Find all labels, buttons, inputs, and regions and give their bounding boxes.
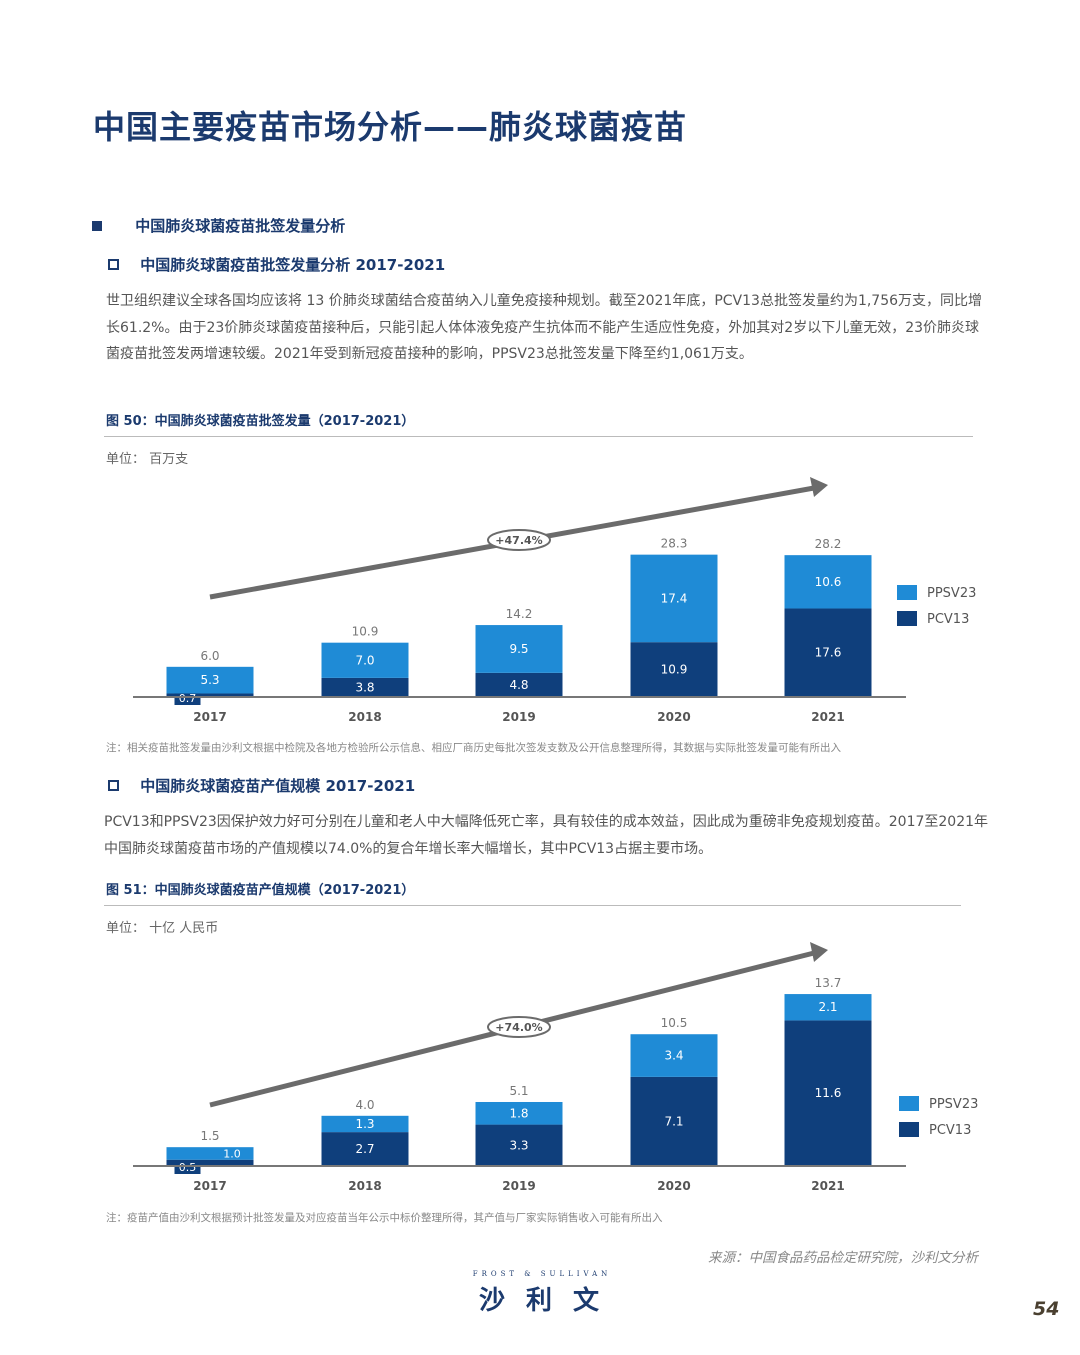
bar-ppsv23-2021 xyxy=(784,994,872,1021)
bar-ppsv23-2019 xyxy=(475,625,563,673)
growth-label-badge xyxy=(487,529,551,551)
x-tick-label: 2017 xyxy=(193,1179,226,1193)
bar-value-ppsv23: 3.4 xyxy=(664,1049,683,1063)
divider xyxy=(104,905,961,906)
bar-pcv13-2018 xyxy=(321,677,409,697)
growth-arrow-head-icon xyxy=(810,942,828,962)
bar-value-ppsv23: 2.1 xyxy=(818,1000,837,1014)
bar-total-label: 13.7 xyxy=(815,976,842,990)
legend-swatch-ppsv23 xyxy=(897,585,917,600)
bar-ppsv23-2018 xyxy=(321,1115,409,1133)
bar-total-label: 1.5 xyxy=(200,1129,219,1143)
bar-value-ppsv23: 1.3 xyxy=(355,1117,374,1131)
bullet-open-square-icon xyxy=(108,259,119,270)
subsection-heading-1: 中国肺炎球菌疫苗批签发量分析 2017-2021 xyxy=(108,254,445,275)
bullet-square-icon xyxy=(92,221,102,231)
legend-label-pcv13: PCV13 xyxy=(927,612,969,627)
bar-total-label: 28.2 xyxy=(815,537,842,551)
page-number: 54 xyxy=(1033,1298,1060,1320)
bar-pcv13-2021 xyxy=(784,608,872,697)
bar-total-label: 10.5 xyxy=(661,1016,688,1030)
bar-pcv13-2021 xyxy=(784,1020,872,1166)
bar-pcv13-2020 xyxy=(630,1076,718,1166)
bar-pcv13-2018 xyxy=(321,1132,409,1166)
legend-swatch-pcv13 xyxy=(899,1122,919,1137)
bar-pcv13-2017 xyxy=(166,693,254,697)
bar-total-label: 6.0 xyxy=(200,649,219,663)
x-tick-label: 2020 xyxy=(657,1179,690,1193)
bar-value-pcv13: 0.7 xyxy=(179,692,197,705)
bar-value-pcv13: 10.9 xyxy=(661,663,688,677)
growth-arrow-head-icon xyxy=(810,477,828,497)
bar-pcv13-2020 xyxy=(630,642,718,697)
unit-label-1: 单位： 百万支 xyxy=(106,452,189,467)
bar-value-pcv13: 3.3 xyxy=(509,1138,528,1152)
bar-ppsv23-2018 xyxy=(321,642,409,678)
bar-total-label: 14.2 xyxy=(506,607,533,621)
frost-sullivan-logo: FROST & SULLIVAN 沙 利 文 xyxy=(472,1270,612,1316)
legend-swatch-pcv13 xyxy=(897,611,917,626)
bar-value-pcv13: 3.8 xyxy=(355,680,374,694)
bar-value-pcv13: 17.6 xyxy=(815,646,842,660)
unit-label-2: 单位： 十亿 人民币 xyxy=(106,921,219,936)
x-tick-label: 2017 xyxy=(193,710,226,724)
growth-label: +47.4% xyxy=(495,534,542,547)
bar-ppsv23-2017 xyxy=(166,666,254,694)
bullet-open-square-icon xyxy=(108,780,119,791)
chart-note-2: 注：疫苗产值由沙利文根据预计批签发量及对应疫苗当年公示中标价整理所得，其产值与厂… xyxy=(106,1212,663,1224)
chart-market-size: +74.0% 0.5 1.0 1.5 2017 2.7 1.3 4.0 2018 3.3 1.8 5.… xyxy=(133,942,978,1193)
bar-value-pcv13: 0.5 xyxy=(179,1161,197,1174)
growth-label-badge xyxy=(487,1016,551,1038)
bar-total-label: 5.1 xyxy=(509,1084,528,1098)
x-tick-label: 2020 xyxy=(657,710,690,724)
x-tick-label: 2018 xyxy=(348,1179,381,1193)
bar-value-ppsv23: 9.5 xyxy=(509,642,528,656)
page-title: 中国主要疫苗市场分析——肺炎球菌疫苗 xyxy=(93,108,688,146)
bar-pcv13-2019 xyxy=(475,672,563,697)
bar-value-ppsv23: 17.4 xyxy=(661,591,688,605)
bar-ppsv23-2019 xyxy=(475,1101,563,1125)
bar-total-label: 10.9 xyxy=(352,625,379,639)
bar-ppsv23-2021 xyxy=(784,555,872,609)
bar-value-ppsv23: 1.8 xyxy=(509,1106,528,1120)
x-tick-label: 2021 xyxy=(811,1179,844,1193)
bar-value-pcv13: 11.6 xyxy=(815,1086,842,1100)
bar-ppsv23-2020 xyxy=(630,1034,718,1077)
legend-label-ppsv23: PPSV23 xyxy=(927,586,976,601)
bar-pcv13-2017 xyxy=(166,1159,254,1166)
bar-total-label: 28.3 xyxy=(661,537,688,551)
x-tick-label: 2019 xyxy=(502,710,535,724)
paragraph-1: 世卫组织建议全球各国均应该将 13 价肺炎球菌结合疫苗纳入儿童免疫接种规划。截至… xyxy=(106,293,983,362)
bar-ppsv23-2020 xyxy=(630,554,718,643)
x-tick-label: 2021 xyxy=(811,710,844,724)
legend-label-pcv13: PCV13 xyxy=(929,1123,971,1138)
bar-value-pcv13: 2.7 xyxy=(355,1142,374,1156)
x-tick-label: 2019 xyxy=(502,1179,535,1193)
divider xyxy=(104,436,973,437)
figure-caption-50: 图 50：中国肺炎球菌疫苗批签发量（2017-2021） xyxy=(106,414,415,429)
bar-value-ppsv23: 10.6 xyxy=(815,575,842,589)
bar-pcv13-2019 xyxy=(475,1124,563,1166)
growth-label: +74.0% xyxy=(495,1021,542,1034)
paragraph-2: PCV13和PPSV23因保护效力好可分别在儿童和老人中大幅降低死亡率，具有较佳… xyxy=(104,814,989,857)
bar-value-ppsv23: 7.0 xyxy=(355,653,374,667)
bar-ppsv23-2017 xyxy=(166,1147,254,1160)
chart-note-1: 注：相关疫苗批签发量由沙利文根据中检院及各地方检验所公示信息、相应厂商历史每批次… xyxy=(106,742,841,754)
bar-value-pcv13: 4.8 xyxy=(509,678,528,692)
figure-caption-51: 图 51：中国肺炎球菌疫苗产值规模（2017-2021） xyxy=(106,883,415,898)
legend-swatch-ppsv23 xyxy=(899,1096,919,1111)
bar-total-label: 4.0 xyxy=(355,1098,374,1112)
bar-value-ppsv23: 5.3 xyxy=(200,673,219,687)
section-heading: 中国肺炎球菌疫苗批签发量分析 xyxy=(92,215,345,236)
chart-batch-release: +47.4% 0.75.3 6.0 2017 3.8 7.0 10.9 2018 4.8 9.5 1… xyxy=(133,477,976,724)
x-tick-label: 2018 xyxy=(348,710,381,724)
bar-value-pcv13: 7.1 xyxy=(664,1114,683,1128)
subsection-heading-2: 中国肺炎球菌疫苗产值规模 2017-2021 xyxy=(108,775,415,796)
source-text: 来源：中国食品药品检定研究院，沙利文分析 xyxy=(708,1250,978,1266)
bar-value-ppsv23: 1.0 xyxy=(223,1147,241,1160)
legend-label-ppsv23: PPSV23 xyxy=(929,1097,978,1112)
